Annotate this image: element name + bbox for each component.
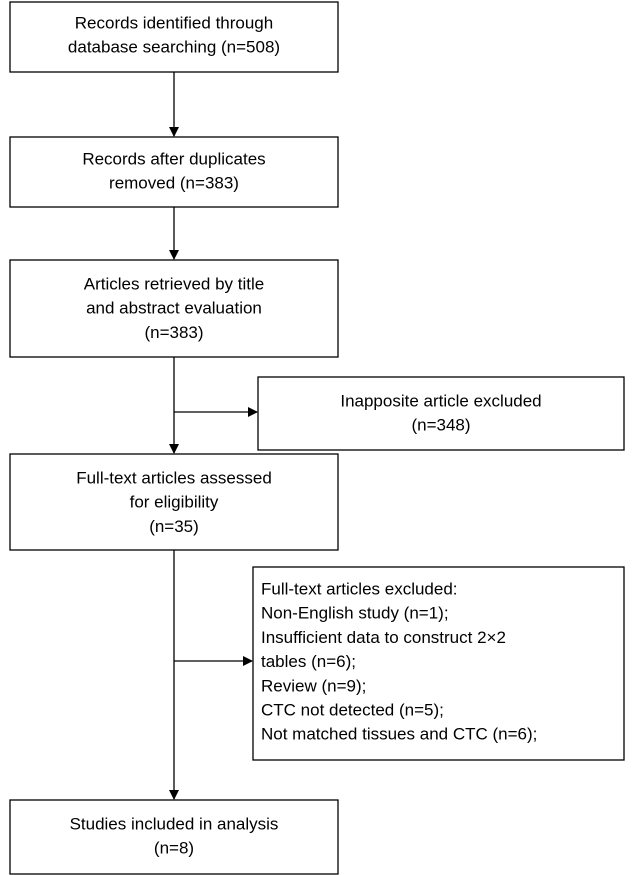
box-text: for eligibility xyxy=(130,493,219,512)
box-text: Insufficient data to construct 2×2 xyxy=(261,628,506,647)
box-text: Full-text articles excluded: xyxy=(261,579,458,598)
box-text: (n=8) xyxy=(154,839,194,858)
box xyxy=(9,799,339,875)
connectors xyxy=(169,72,258,800)
box-text: Studies included in analysis xyxy=(70,814,279,833)
box xyxy=(9,136,339,208)
boxes: Records identified through database searc… xyxy=(9,1,625,875)
box-text: (n=348) xyxy=(411,416,470,435)
box-text: and abstract evaluation xyxy=(86,299,262,318)
box-text: (n=35) xyxy=(149,517,199,536)
box-text: removed (n=383) xyxy=(109,174,239,193)
box-text: Inapposite article excluded xyxy=(340,391,541,410)
box-text: Records after duplicates xyxy=(82,149,265,168)
box-text: Non-English study (n=1); xyxy=(261,604,449,623)
box xyxy=(252,566,625,761)
box xyxy=(9,1,339,73)
box xyxy=(257,376,625,451)
box-text: Review (n=9); xyxy=(261,676,366,695)
box-text: database searching (n=508) xyxy=(68,38,280,57)
box-text: (n=383) xyxy=(144,323,203,342)
box-text: Articles retrieved by title xyxy=(84,274,264,293)
box-text: tables (n=6); xyxy=(261,652,356,671)
box xyxy=(9,259,339,358)
box-text: Not matched tissues and CTC (n=6); xyxy=(261,725,537,744)
box-text: Records identified through xyxy=(75,13,273,32)
box xyxy=(9,453,339,551)
box-text: Full-text articles assessed xyxy=(76,468,272,487)
box-text: CTC not detected (n=5); xyxy=(261,700,444,719)
